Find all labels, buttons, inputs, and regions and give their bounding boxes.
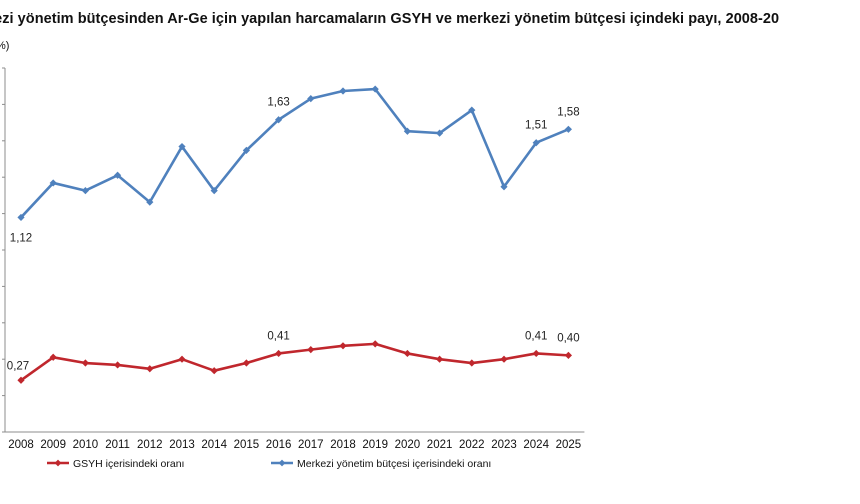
data-point-marker bbox=[339, 342, 347, 350]
x-tick-label: 2019 bbox=[362, 439, 388, 451]
data-point-marker bbox=[339, 87, 347, 95]
data-point-marker bbox=[146, 198, 154, 206]
data-point-marker bbox=[307, 346, 315, 354]
legend-label: GSYH içerisindeki oranı bbox=[73, 458, 184, 470]
data-point-marker bbox=[500, 183, 508, 191]
x-tick-label: 2015 bbox=[234, 439, 260, 451]
x-tick-label: 2010 bbox=[73, 439, 99, 451]
data-point-marker bbox=[49, 179, 57, 187]
data-point-marker bbox=[307, 95, 315, 103]
data-point-marker bbox=[275, 116, 283, 124]
data-point-marker bbox=[500, 355, 508, 363]
x-tick-label: 2022 bbox=[459, 439, 485, 451]
x-tick-label: 2021 bbox=[427, 439, 453, 451]
x-tick-label: 2011 bbox=[105, 439, 130, 451]
x-tick-label: 2017 bbox=[298, 439, 324, 451]
data-point-marker bbox=[564, 125, 572, 133]
x-tick-label: 2012 bbox=[137, 439, 163, 451]
data-label: 1,12 bbox=[10, 232, 32, 244]
data-point-marker bbox=[403, 127, 411, 135]
data-point-marker bbox=[275, 349, 283, 358]
data-point-marker bbox=[210, 187, 218, 195]
data-point-marker bbox=[532, 139, 540, 147]
x-tick-label: 2018 bbox=[330, 439, 356, 451]
x-tick-label: 2024 bbox=[523, 439, 549, 451]
legend-label: Merkezi yönetim bütçesi içerisindeki ora… bbox=[297, 458, 491, 470]
data-label: 0,27 bbox=[7, 360, 29, 372]
chart-legend: GSYH içerisindeki oranı Merkezi yönetim b… bbox=[47, 458, 491, 470]
data-point-marker bbox=[146, 365, 154, 373]
chart-axes: 2008 2009 2010 2011 2012 2013 2014 2015 2016 2017… bbox=[2, 67, 585, 451]
data-label: 0,40 bbox=[557, 332, 579, 344]
data-point-marker bbox=[532, 349, 540, 358]
y-axis-unit-label: %) bbox=[0, 40, 10, 52]
data-point-marker bbox=[242, 359, 250, 367]
data-point-marker bbox=[17, 213, 25, 222]
series-line bbox=[20, 342, 569, 382]
data-point-marker bbox=[564, 351, 572, 359]
data-point-marker bbox=[371, 85, 379, 93]
legend-marker bbox=[54, 459, 62, 467]
data-point-marker bbox=[81, 359, 89, 367]
data-point-marker bbox=[436, 129, 444, 137]
x-tick-label: 2020 bbox=[395, 439, 421, 451]
legend-marker bbox=[278, 459, 286, 467]
data-point-marker bbox=[371, 340, 379, 348]
x-tick-label: 2025 bbox=[556, 439, 582, 451]
data-label: 1,51 bbox=[525, 120, 547, 132]
x-tick-label: 2016 bbox=[266, 439, 292, 451]
data-point-marker bbox=[436, 355, 444, 363]
chart-labels: 0,27 0,41 0,41 0,40 1,12 1,63 1,51 1,58 bbox=[7, 97, 580, 373]
data-point-marker bbox=[178, 355, 186, 363]
data-point-marker bbox=[178, 142, 186, 151]
x-tick-label: 2013 bbox=[169, 439, 195, 451]
series-line bbox=[20, 87, 569, 219]
data-point-marker bbox=[210, 367, 218, 375]
data-label: 1,58 bbox=[557, 106, 579, 118]
x-tick-label: 2014 bbox=[201, 439, 227, 451]
data-point-marker bbox=[49, 353, 57, 361]
data-label: 1,63 bbox=[267, 97, 289, 109]
data-point-marker bbox=[242, 146, 250, 154]
data-label: 0,41 bbox=[525, 330, 547, 342]
x-tick-label: 2023 bbox=[491, 439, 517, 451]
x-tick-label: 2009 bbox=[40, 439, 66, 451]
data-point-marker bbox=[468, 359, 476, 367]
data-label: 0,41 bbox=[267, 330, 289, 342]
data-point-marker bbox=[468, 106, 476, 114]
data-point-marker bbox=[81, 187, 89, 195]
x-tick-label: 2008 bbox=[8, 439, 34, 451]
chart-title: kezi yönetim bütçesinden Ar-Ge için yapı… bbox=[0, 11, 780, 27]
data-point-marker bbox=[114, 361, 122, 369]
data-point-marker bbox=[114, 171, 122, 179]
data-point-marker bbox=[17, 376, 25, 384]
chart-lines bbox=[17, 85, 572, 384]
data-point-marker bbox=[403, 349, 411, 358]
